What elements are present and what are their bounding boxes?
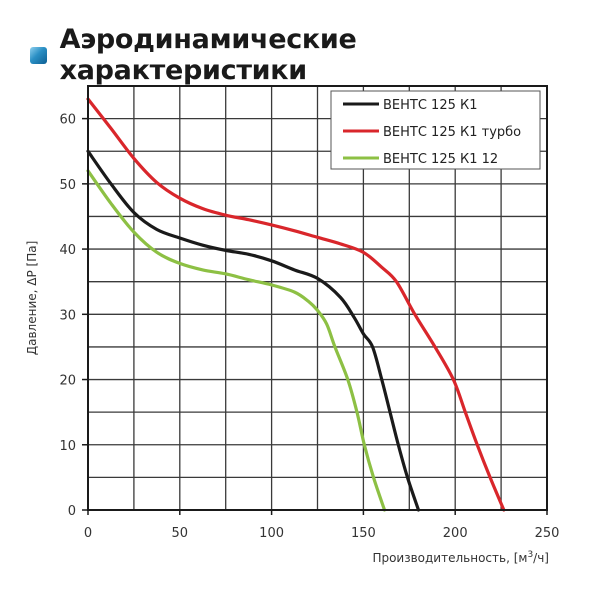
curve-vents-125-k1-12 xyxy=(86,169,387,512)
chart-curves xyxy=(86,97,506,512)
x-tick-label: 100 xyxy=(259,526,284,541)
curve-vents-125-k1-turbo xyxy=(86,97,506,512)
y-tick-label: 50 xyxy=(59,178,76,193)
x-tick-label: 250 xyxy=(535,526,560,541)
x-axis-label: Производительность, [м3/ч] xyxy=(372,550,549,565)
y-tick-label: 30 xyxy=(59,308,76,323)
axis-ticks: 0 10 20 30 40 50 60 0 50 100 150 200 250 xyxy=(59,113,559,541)
y-tick-label: 10 xyxy=(59,439,76,454)
y-axis-label: Давление, ΔP [Па] xyxy=(25,241,39,356)
legend-label: ВЕНТС 125 К1 xyxy=(383,98,478,113)
legend-label: ВЕНТС 125 К1 12 xyxy=(383,152,498,167)
y-tick-label: 40 xyxy=(59,243,76,258)
legend-label: ВЕНТС 125 К1 турбо xyxy=(383,125,521,140)
legend: ВЕНТС 125 К1 ВЕНТС 125 К1 турбо ВЕНТС 12… xyxy=(330,90,541,170)
y-tick-label: 0 xyxy=(68,504,76,519)
x-tick-label: 50 xyxy=(172,526,189,541)
plot-frame xyxy=(87,85,548,511)
blue-square-icon xyxy=(30,46,47,64)
header: Аэродинамические характеристики xyxy=(30,24,600,86)
y-tick-label: 20 xyxy=(59,374,76,389)
x-tick-label: 0 xyxy=(84,526,92,541)
x-tick-label: 150 xyxy=(351,526,376,541)
page-title: Аэродинамические характеристики xyxy=(59,24,357,86)
y-tick-label: 60 xyxy=(59,113,76,128)
curve-vents-125-k1 xyxy=(86,149,421,512)
x-tick-label: 200 xyxy=(443,526,468,541)
